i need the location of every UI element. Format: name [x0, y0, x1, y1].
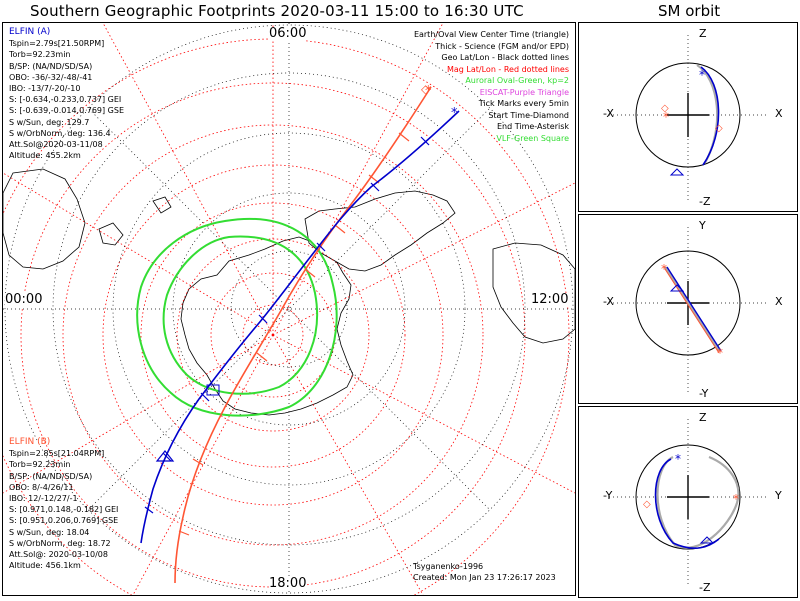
mag-grid: [3, 23, 575, 595]
elfin-a-line: S w/Sun, deg: 129.7: [9, 117, 90, 127]
legend-item: EISCAT-Purple Triangle: [479, 87, 569, 97]
elfin-a-line: Att.Sol@2020-03-11/08: [9, 140, 103, 150]
elfin-a-tick-marks: [144, 136, 430, 514]
elfin-a-line: S w/OrbNorm, deg: 136.4: [9, 128, 111, 138]
elfin-b-line: Torb=92.23min: [9, 460, 71, 470]
elfin-b-line: S w/Sun, deg: 18.04: [9, 527, 90, 537]
svg-text:◇: ◇: [661, 103, 669, 114]
sm-xy-left-label: -X: [603, 295, 614, 308]
hour-label-right: 12:00: [531, 292, 569, 307]
elfin-a-line: Tspin=2.79s[21.50RPM]: [9, 39, 105, 49]
sm-panel-xy: * * Y -Y -X X: [578, 214, 798, 404]
sm-xy-bottom-label: -Y: [699, 387, 709, 400]
elfin-a-line: S: [-0.634,-0.233,0.737] GEI: [9, 95, 122, 105]
sm-panel-yz-canvas: * * ◇: [609, 419, 769, 587]
south-america-coastline: [304, 190, 456, 272]
elfin-b-start-diamond: ◇: [421, 82, 431, 96]
coastlines: [3, 168, 575, 416]
sm-xz-bottom-label: -Z: [699, 195, 711, 208]
polar-map: ◇ * * 06:00 00:00: [2, 22, 576, 596]
auroral-oval: [136, 217, 338, 417]
elfin-a-line: B/SP: (NA/ND/SD/SA): [9, 61, 93, 71]
elfin-b-line: S: [0.971,0.148,-0.182] GEI: [9, 505, 119, 515]
elfin-a-line: Altitude: 455.2km: [9, 151, 81, 161]
elfin-b-tick-marks: [178, 132, 410, 536]
legend-item: Mag Lat/Lon - Red dotted lines: [446, 64, 569, 74]
legend-item: Thick - Science (FGM and/or EPD): [435, 41, 569, 51]
elfin-b-line: B/SP: (NA/ND/SD/SA): [9, 471, 93, 481]
elfin-b-info: ELFIN (B) Tspin=2.85s[21.04RPM] Torb=92.…: [9, 437, 118, 571]
elfin-a-end-asterisk: *: [451, 106, 458, 121]
svg-text:*: *: [717, 346, 723, 360]
elfin-b-line: Tspin=2.85s[21.04RPM]: [9, 449, 105, 459]
sm-yz-bottom-label: -Z: [699, 581, 711, 594]
sm-panel-xz-canvas: * ◇ * ◇: [609, 35, 769, 201]
polar-map-canvas: ◇ * *: [3, 23, 575, 595]
elfin-b-line: OBO: 8/-4/26/11: [9, 482, 74, 492]
sm-yz-top-label: Z: [699, 411, 707, 424]
auroral-oval-inner: [162, 235, 319, 395]
sm-xz-right-label: X: [775, 107, 783, 120]
sm-orbit-title: SM orbit: [658, 2, 721, 20]
sm-xz-top-label: Z: [699, 27, 707, 40]
elfin-b-end-asterisk: *: [425, 84, 432, 99]
sm-xy-right-label: X: [775, 295, 783, 308]
sm-panel-xy-canvas: * *: [609, 227, 769, 393]
legend-item: Earth/Oval View Center Time (triangle): [413, 30, 569, 39]
elfin-b-line: Att.Sol@: 2020-03-10/08: [9, 550, 108, 560]
svg-text:◇: ◇: [643, 499, 651, 510]
elfin-a-track: *: [140, 106, 460, 544]
elfin-a-orbit-line: [140, 110, 460, 544]
model-credit: Tsyganenko-1996: [413, 562, 484, 571]
hour-label-left: 00:00: [5, 292, 43, 307]
elfin-b-line: S w/OrbNorm, deg: 18.72: [9, 538, 111, 548]
elfin-a-line: OBO: -36/-32/-48/-41: [9, 72, 93, 82]
sm-panel-yz: * * ◇ Z -Z -Y Y: [578, 406, 798, 598]
svg-text:*: *: [661, 262, 667, 276]
svg-text:*: *: [699, 68, 705, 82]
legend: Earth/Oval View Center Time (triangle) T…: [414, 29, 569, 144]
legend-item: Geo Lat/Lon - Black dotted lines: [441, 53, 569, 62]
elfin-a-line: IBO: -13/7/-20/-10: [9, 84, 81, 94]
credits: Tsyganenko-1996 Created: Mon Jan 23 17:2…: [413, 561, 556, 583]
island-coastline: [98, 222, 124, 246]
hour-label-top: 06:00: [269, 26, 307, 41]
elfin-a-line: S: [-0.639,-0.014,0.769] GSE: [9, 106, 124, 116]
legend-item: VLF-Green Square: [496, 133, 569, 143]
auroral-oval-outer: [136, 217, 338, 417]
elfin-b-name: ELFIN (B): [9, 437, 51, 447]
hour-label-bottom: 18:00: [269, 576, 307, 591]
svg-text:◇: ◇: [715, 123, 723, 134]
legend-item: End Time-Asterisk: [496, 122, 569, 131]
elfin-b-line: Altitude: 456.1km: [9, 561, 81, 571]
plot-title: Southern Geographic Footprints 2020-03-1…: [30, 2, 524, 20]
australia-coastline: [3, 168, 86, 270]
svg-text:*: *: [675, 452, 681, 466]
vlf-square: [206, 384, 220, 396]
svg-text:*: *: [733, 492, 739, 506]
elfin-b-line: IBO: 12/-12/27/-1: [9, 494, 78, 504]
legend-item: Tick Marks every 5min: [478, 99, 569, 108]
legend-item: Auroral Oval-Green, kp=2: [465, 76, 569, 85]
sm-yz-left-label: -Y: [603, 489, 613, 502]
elfin-b-track: ◇ *: [174, 82, 432, 584]
sm-yz-right-label: Y: [775, 489, 782, 502]
legend-item: Start Time-Diamond: [488, 110, 569, 120]
sm-xz-left-label: -X: [603, 107, 614, 120]
svg-text:*: *: [663, 110, 669, 124]
elfin-b-orbit-line: [174, 86, 432, 584]
elfin-a-name: ELFIN (A): [9, 27, 51, 37]
created-timestamp: Created: Mon Jan 23 17:26:17 2023: [413, 573, 556, 582]
elfin-b-line: S: [0.951,0.206,0.769] GSE: [9, 516, 119, 526]
elfin-a-line: Torb=92.23min: [9, 50, 71, 60]
sm-xy-top-label: Y: [699, 219, 706, 232]
elfin-a-info: ELFIN (A) Tspin=2.79s[21.50RPM] Torb=92.…: [9, 27, 124, 161]
sm-panel-xz: * ◇ * ◇ Z -Z -X X: [578, 22, 798, 212]
elfin-a-view-center-triangle: [155, 450, 175, 462]
island-coastline: [152, 196, 172, 214]
